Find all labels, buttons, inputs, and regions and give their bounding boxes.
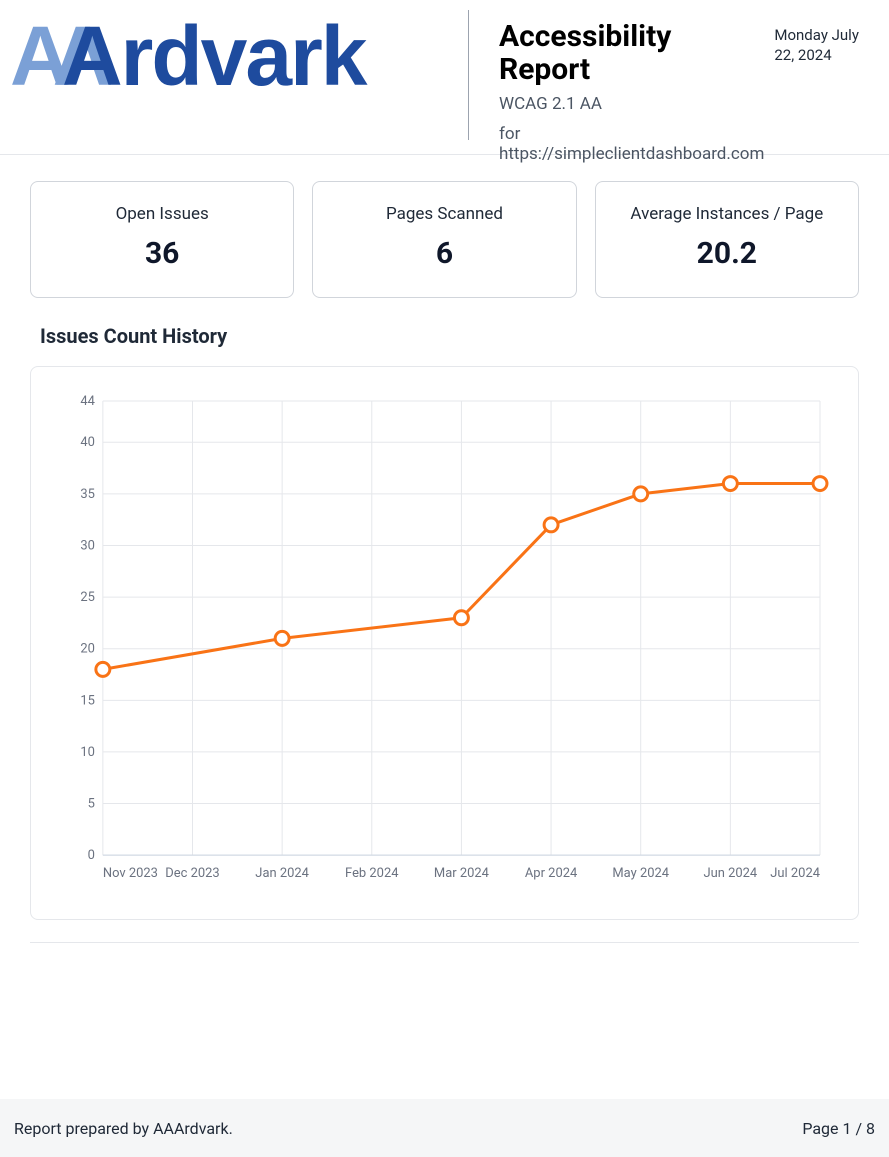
stat-card-open-issues: Open Issues 36 <box>30 181 294 298</box>
issues-history-chart: 0 5 10 15 20 25 30 35 40 44 Nov 2023 Dec 2023 Jan 20… <box>49 391 834 895</box>
stat-value: 6 <box>323 236 565 271</box>
report-header: AA Ardvark Accessibility Report WCAG 2.1… <box>0 0 889 155</box>
svg-text:Nov 2023: Nov 2023 <box>103 866 158 881</box>
svg-text:44: 44 <box>80 394 95 409</box>
svg-text:Apr 2024: Apr 2024 <box>525 866 577 881</box>
logo-icon: AA Ardvark <box>10 10 440 100</box>
report-date: Monday July 22, 2024 <box>764 20 879 65</box>
svg-text:30: 30 <box>80 538 95 553</box>
svg-text:Jun 2024: Jun 2024 <box>703 866 757 881</box>
stat-value: 20.2 <box>606 236 848 271</box>
svg-text:Jan 2024: Jan 2024 <box>255 866 309 881</box>
stat-card-pages-scanned: Pages Scanned 6 <box>312 181 576 298</box>
svg-text:Ardvark: Ardvark <box>62 10 368 100</box>
svg-text:40: 40 <box>80 435 95 450</box>
stat-label: Open Issues <box>41 204 283 224</box>
report-title: Accessibility Report <box>499 20 764 86</box>
report-url-prefix: for <box>499 124 520 144</box>
content-area: Open Issues 36 Pages Scanned 6 Average I… <box>0 155 889 973</box>
svg-text:Jul 2024: Jul 2024 <box>770 866 820 881</box>
stat-cards: Open Issues 36 Pages Scanned 6 Average I… <box>30 181 859 298</box>
stat-value: 36 <box>41 236 283 271</box>
svg-text:Dec 2023: Dec 2023 <box>165 866 219 881</box>
svg-text:10: 10 <box>80 745 95 760</box>
footer-prepared-by: Report prepared by AAArdvark. <box>14 1119 233 1138</box>
svg-text:May 2024: May 2024 <box>612 866 669 881</box>
content-bottom-border <box>30 942 859 943</box>
report-url: for https://simpleclientdashboard.com <box>499 124 764 164</box>
footer-page-info: Page 1 / 8 <box>802 1119 875 1138</box>
svg-text:25: 25 <box>80 590 95 605</box>
chart-title: Issues Count History <box>40 324 859 348</box>
logo-area: AA Ardvark <box>10 10 448 100</box>
report-title-block: Accessibility Report WCAG 2.1 AA for htt… <box>499 20 764 164</box>
stat-label: Average Instances / Page <box>606 204 848 224</box>
svg-text:20: 20 <box>80 642 95 657</box>
header-right: Accessibility Report WCAG 2.1 AA for htt… <box>499 10 879 164</box>
page-footer: Report prepared by AAArdvark. Page 1 / 8 <box>0 1099 889 1157</box>
svg-text:Feb 2024: Feb 2024 <box>345 866 398 881</box>
report-subtitle: WCAG 2.1 AA <box>499 94 764 114</box>
svg-text:35: 35 <box>80 487 95 502</box>
report-url-value: https://simpleclientdashboard.com <box>499 144 764 164</box>
svg-text:Mar 2024: Mar 2024 <box>434 866 489 881</box>
svg-text:0: 0 <box>88 848 95 863</box>
chart-container: 0 5 10 15 20 25 30 35 40 44 Nov 2023 Dec 2023 Jan 20… <box>30 366 859 920</box>
svg-text:5: 5 <box>88 797 95 812</box>
stat-card-avg-instances: Average Instances / Page 20.2 <box>595 181 859 298</box>
svg-text:15: 15 <box>80 693 95 708</box>
header-divider <box>468 10 469 140</box>
stat-label: Pages Scanned <box>323 204 565 224</box>
